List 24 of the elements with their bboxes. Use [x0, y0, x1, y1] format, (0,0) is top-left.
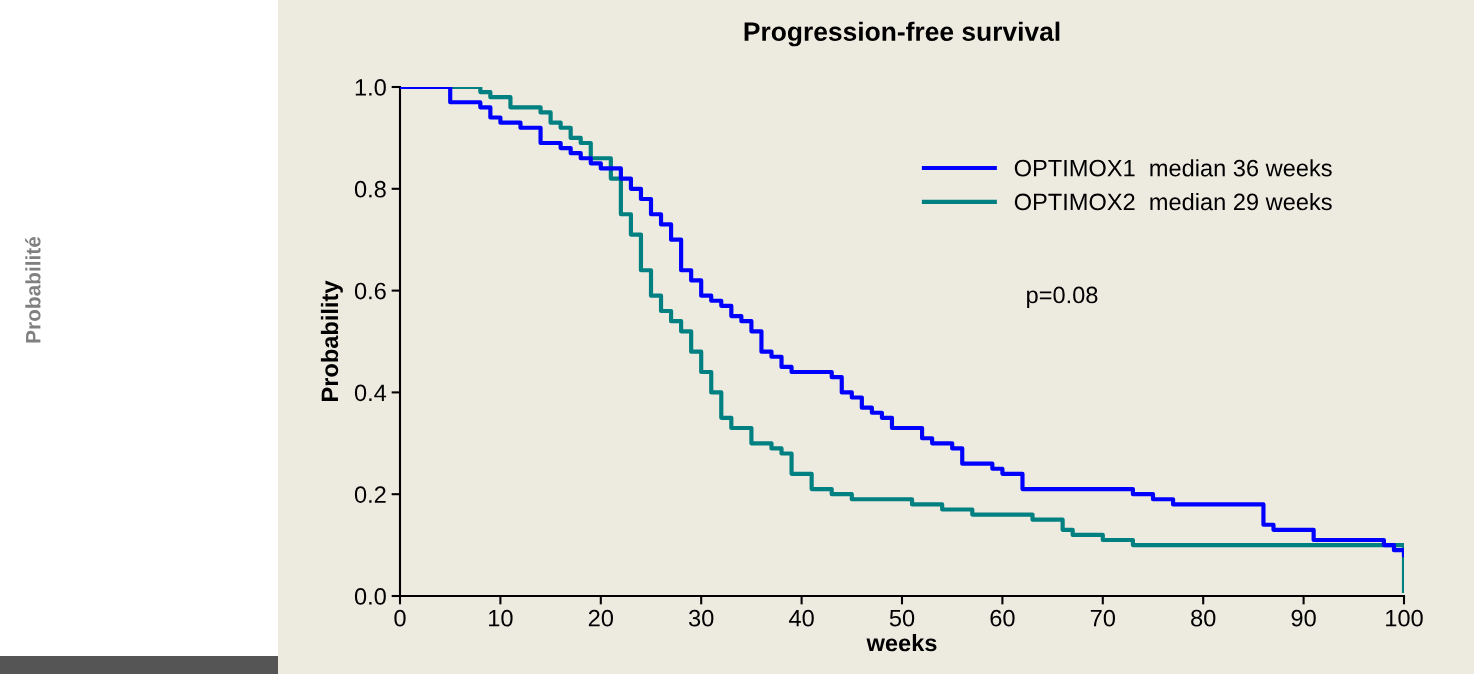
x-tick-label: 60: [990, 609, 1015, 627]
x-tick-label: 10: [489, 609, 513, 627]
x-tick-label: 70: [1090, 609, 1116, 627]
x-tick-label: 40: [789, 609, 814, 627]
text: Probabilité: [25, 236, 41, 343]
x-tick-label: 90: [1291, 609, 1316, 627]
annotation: p=0.08: [1027, 286, 1098, 309]
x-tick-label: 20: [588, 609, 614, 627]
x-tick-label: 50: [889, 609, 915, 627]
x-tick-label: 0: [394, 609, 406, 627]
y-tick-label: 0.6: [354, 282, 386, 300]
legend-label: OPTIMOX1 median 36 weeks: [1014, 159, 1332, 177]
y-tick-label: 0.2: [354, 486, 386, 503]
chart-title: Progression-free survival: [744, 21, 1060, 47]
x-axis-title: weeks: [866, 633, 937, 652]
legend-label: OPTIMOX2 median 29 weeks: [1014, 192, 1332, 211]
y-axis-title: Probability: [320, 280, 343, 401]
y-tick-label: 0.4: [354, 384, 387, 402]
x-tick-label: 100: [1386, 609, 1423, 627]
y-tick-label: 0.0: [354, 588, 386, 605]
y-tick-label: 1.0: [355, 79, 386, 96]
x-tick-label: 80: [1191, 609, 1216, 627]
x-tick-label: 30: [688, 609, 714, 627]
y-tick-label: 0.8: [354, 180, 386, 198]
